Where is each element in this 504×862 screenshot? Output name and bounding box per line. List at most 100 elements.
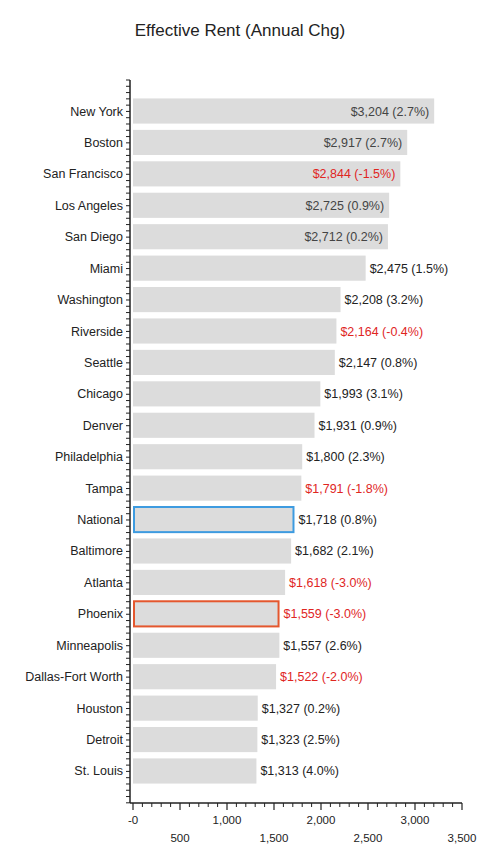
data-label: $1,682 (2.1%)	[295, 544, 374, 558]
x-minor-tick	[405, 803, 406, 807]
y-minor-tick	[126, 375, 130, 376]
data-label: $1,931 (0.9%)	[319, 419, 398, 433]
category-label: Dallas-Fort Worth	[25, 670, 123, 684]
y-minor-tick	[126, 532, 130, 533]
y-minor-tick	[126, 406, 130, 407]
x-tick-label: 3,500	[448, 832, 477, 844]
y-minor-tick	[126, 105, 130, 106]
chart: Effective Rent (Annual Chg)New YorkBosto…	[0, 0, 504, 862]
data-label: $2,208 (3.2%)	[345, 293, 424, 307]
y-minor-tick	[126, 136, 130, 137]
y-minor-tick	[126, 337, 130, 338]
bar	[133, 664, 276, 689]
y-minor-tick	[126, 802, 130, 803]
category-label: Washington	[57, 293, 123, 307]
y-minor-tick	[126, 563, 130, 564]
y-minor-tick	[126, 482, 130, 483]
y-minor-tick	[126, 494, 130, 495]
y-minor-tick	[126, 727, 130, 728]
y-minor-tick	[126, 193, 130, 194]
category-label: Minneapolis	[56, 639, 123, 653]
data-label: $2,917 (2.7%)	[324, 136, 403, 150]
x-minor-tick	[189, 803, 190, 807]
bar	[133, 633, 279, 658]
y-minor-tick	[126, 733, 130, 734]
x-minor-tick	[208, 803, 209, 807]
y-minor-tick	[126, 186, 130, 187]
y-minor-tick	[126, 714, 130, 715]
data-label: $1,718 (0.8%)	[298, 513, 377, 527]
y-minor-tick	[126, 695, 130, 696]
y-minor-tick	[126, 790, 130, 791]
y-minor-tick	[126, 299, 130, 300]
y-minor-tick	[126, 651, 130, 652]
y-minor-tick	[126, 218, 130, 219]
y-minor-tick	[126, 689, 130, 690]
y-minor-tick	[126, 224, 130, 225]
y-minor-tick	[126, 325, 130, 326]
x-tick	[273, 803, 274, 810]
y-minor-tick	[126, 394, 130, 395]
category-label: Miami	[90, 262, 123, 276]
y-minor-tick	[126, 771, 130, 772]
y-minor-tick	[126, 677, 130, 678]
category-label: Detroit	[86, 733, 123, 747]
y-minor-tick	[126, 161, 130, 162]
category-label: New York	[70, 105, 124, 119]
category-label: Chicago	[77, 387, 123, 401]
y-minor-tick	[126, 356, 130, 357]
y-minor-tick	[126, 98, 130, 99]
y-axis-line	[129, 80, 131, 803]
y-minor-tick	[126, 80, 130, 81]
x-minor-tick	[236, 803, 237, 807]
y-minor-tick	[126, 149, 130, 150]
x-minor-tick	[217, 803, 218, 807]
y-minor-tick	[126, 180, 130, 181]
bar	[133, 287, 341, 312]
y-minor-tick	[126, 670, 130, 671]
y-minor-tick	[126, 758, 130, 759]
bar	[133, 130, 407, 155]
y-minor-tick	[126, 400, 130, 401]
x-tick-label: 1,500	[260, 832, 289, 844]
y-minor-tick	[126, 387, 130, 388]
y-minor-tick	[126, 274, 130, 275]
y-minor-tick	[126, 287, 130, 288]
bar	[133, 413, 315, 438]
y-minor-tick	[126, 708, 130, 709]
category-label: San Diego	[65, 230, 123, 244]
data-label: $3,204 (2.7%)	[351, 105, 430, 119]
data-label: $1,313 (4.0%)	[260, 764, 339, 778]
y-minor-tick	[126, 142, 130, 143]
y-minor-tick	[126, 507, 130, 508]
x-minor-tick	[396, 803, 397, 807]
x-minor-tick	[424, 803, 425, 807]
x-tick	[367, 803, 368, 810]
x-tick-label: -0	[128, 814, 138, 826]
y-minor-tick	[126, 796, 130, 797]
data-label: $1,800 (2.3%)	[306, 450, 385, 464]
data-label: $2,844 (-1.5%)	[313, 167, 396, 181]
bar	[133, 318, 336, 343]
x-tick-label: 3,000	[401, 814, 430, 826]
y-minor-tick	[126, 306, 130, 307]
x-minor-tick	[386, 803, 387, 807]
x-minor-tick	[377, 803, 378, 807]
category-label: Los Angeles	[55, 199, 123, 213]
y-minor-tick	[126, 475, 130, 476]
bar	[133, 538, 291, 563]
y-minor-tick	[126, 431, 130, 432]
y-minor-tick	[126, 607, 130, 608]
bars	[133, 98, 434, 783]
category-label: Atlanta	[84, 576, 123, 590]
bar	[134, 601, 279, 626]
data-label: $1,327 (0.2%)	[262, 702, 341, 716]
y-minor-tick	[126, 205, 130, 206]
y-minor-tick	[126, 350, 130, 351]
y-minor-tick	[126, 513, 130, 514]
y-minor-tick	[126, 262, 130, 263]
y-minor-tick	[126, 538, 130, 539]
x-tick	[179, 803, 180, 810]
x-minor-tick	[142, 803, 143, 807]
y-minor-tick	[126, 243, 130, 244]
